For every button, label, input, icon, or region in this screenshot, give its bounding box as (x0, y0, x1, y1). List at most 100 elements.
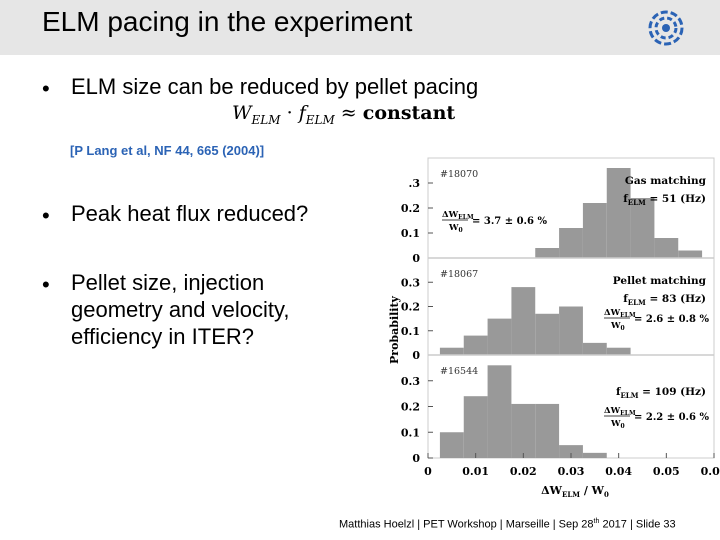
histogram-bar (582, 452, 607, 458)
histogram-bar (630, 198, 655, 258)
histogram-bar (678, 250, 703, 258)
y-tick-label: 0.2 (401, 401, 420, 414)
elm-frequency-label: fELM = 109 (Hz) (616, 386, 706, 400)
xlabel-sub: ELM (562, 490, 580, 499)
x-tick-label: 0 (424, 465, 432, 478)
histogram-bar (654, 238, 679, 258)
y-tick-label: 0.1 (401, 426, 420, 439)
freq-f: f (623, 293, 629, 305)
histogram-bar (582, 203, 607, 258)
energy-ratio-numerator: ΔWELM (604, 308, 636, 319)
x-axis-label: ΔWELM / W0 (541, 484, 609, 499)
histogram-bar (535, 313, 560, 355)
slide-header: ELM pacing in the experiment (0, 0, 720, 55)
y-tick-label: 0 (412, 349, 420, 362)
shot-number: #16544 (440, 366, 478, 377)
ratio-num: ΔW (604, 308, 621, 318)
energy-ratio-denominator: W0 (448, 223, 463, 234)
bullet-text-peak-heat: Peak heat flux reduced? (71, 201, 309, 226)
energy-ratio-numerator: ΔWELM (604, 406, 636, 417)
freq-f: f (623, 193, 629, 205)
ratio-den: W (610, 321, 621, 331)
slide-footer: Matthias Hoelzl | PET Workshop | Marseil… (339, 518, 676, 531)
histogram-bar (439, 347, 464, 355)
footer-slide-number: 2017 | Slide 33 (599, 518, 676, 531)
x-tick-label: 0.02 (510, 465, 537, 478)
histogram-bar (535, 403, 560, 458)
formula-f: f (298, 102, 306, 124)
footer-sup: th (593, 518, 600, 525)
histogram-bar (535, 248, 560, 258)
histogram-bar (606, 168, 631, 258)
bullet3-line-1: Pellet size, injection (71, 270, 265, 295)
energy-ratio-denominator: W0 (610, 321, 625, 332)
histogram-bar (511, 403, 536, 458)
histogram-bar (511, 287, 536, 355)
ratio-den: W (610, 419, 621, 429)
energy-ratio-value: = 3.7 ± 0.6 % (472, 216, 547, 227)
elm-frequency-label: fELM = 51 (Hz) (623, 193, 706, 207)
ratio-den-sub: 0 (459, 227, 463, 234)
formula-dot: · (286, 102, 293, 124)
energy-ratio-value: = 2.2 ± 0.6 % (634, 412, 709, 423)
x-tick-label: 0.06 (701, 465, 720, 478)
energy-ratio-numerator: ΔWELM (442, 210, 474, 221)
histogram-bar (582, 342, 607, 355)
y-tick-label: 0.2 (401, 301, 420, 314)
y-tick-label: 0.3 (401, 276, 420, 289)
bullet-marker: • (42, 203, 50, 228)
shot-number: #18067 (440, 269, 478, 280)
y-tick-label: 0.3 (401, 375, 420, 388)
y-tick-label: 0 (412, 252, 420, 265)
formula-constant: constant (362, 102, 456, 124)
bullet-marker: • (42, 76, 50, 101)
formula-w: W (232, 102, 252, 124)
xlabel-sub2: 0 (604, 490, 609, 499)
x-tick-label: 0.03 (558, 465, 585, 478)
ratio-num-sub: ELM (620, 410, 636, 417)
formula-approx: ≈ (340, 102, 357, 124)
freq-sub: ELM (620, 391, 638, 400)
histogram-bar (487, 318, 512, 355)
panel-label: Pellet matching (613, 275, 707, 287)
y-tick-label: .3 (409, 177, 420, 190)
ratio-den-sub: 0 (621, 325, 625, 332)
bullet-marker: • (42, 272, 50, 297)
bullet-text-elm-size: ELM size can be reduced by pellet pacing (71, 74, 479, 99)
scaling-formula: WELM · fELM ≈ constant (232, 102, 455, 127)
bullet-text-pellet-size: Pellet size, injection geometry and veloc… (71, 269, 371, 350)
elm-frequency-label: fELM = 83 (Hz) (623, 293, 706, 307)
ratio-den: W (448, 223, 459, 233)
histogram-bar (559, 306, 583, 355)
xlabel-b: / W (580, 484, 605, 497)
ratio-num: ΔW (442, 210, 459, 220)
histogram-bar (606, 347, 631, 355)
y-tick-label: 0.2 (401, 202, 420, 215)
shot-number: #18070 (440, 169, 478, 180)
ratio-num-sub: ELM (620, 312, 636, 319)
ratio-den-sub: 0 (621, 423, 625, 430)
histogram-bar (463, 335, 488, 355)
energy-ratio-denominator: W0 (610, 419, 625, 430)
histogram-bar (559, 228, 583, 258)
formula-f-sub: ELM (305, 112, 335, 127)
bullet3-line-3: efficiency in ITER? (71, 324, 255, 349)
y-tick-label: 0 (412, 452, 420, 465)
freq-value: = 83 (Hz) (646, 293, 706, 305)
slide-title: ELM pacing in the experiment (42, 6, 413, 37)
y-tick-label: 0.1 (401, 227, 420, 240)
ratio-num-sub: ELM (458, 214, 474, 221)
freq-sub: ELM (628, 198, 646, 207)
x-tick-label: 0.05 (653, 465, 680, 478)
energy-ratio-value: = 2.6 ± 0.8 % (634, 314, 709, 325)
y-axis-label: Probability (388, 295, 401, 364)
freq-value: = 109 (Hz) (638, 386, 706, 398)
freq-sub: ELM (628, 298, 646, 307)
xlabel-a: ΔW (541, 484, 563, 497)
histogram-bar (559, 445, 583, 458)
freq-f: f (616, 386, 622, 398)
histogram-bar (487, 365, 512, 458)
freq-value: = 51 (Hz) (646, 193, 706, 205)
x-tick-label: 0.04 (605, 465, 632, 478)
